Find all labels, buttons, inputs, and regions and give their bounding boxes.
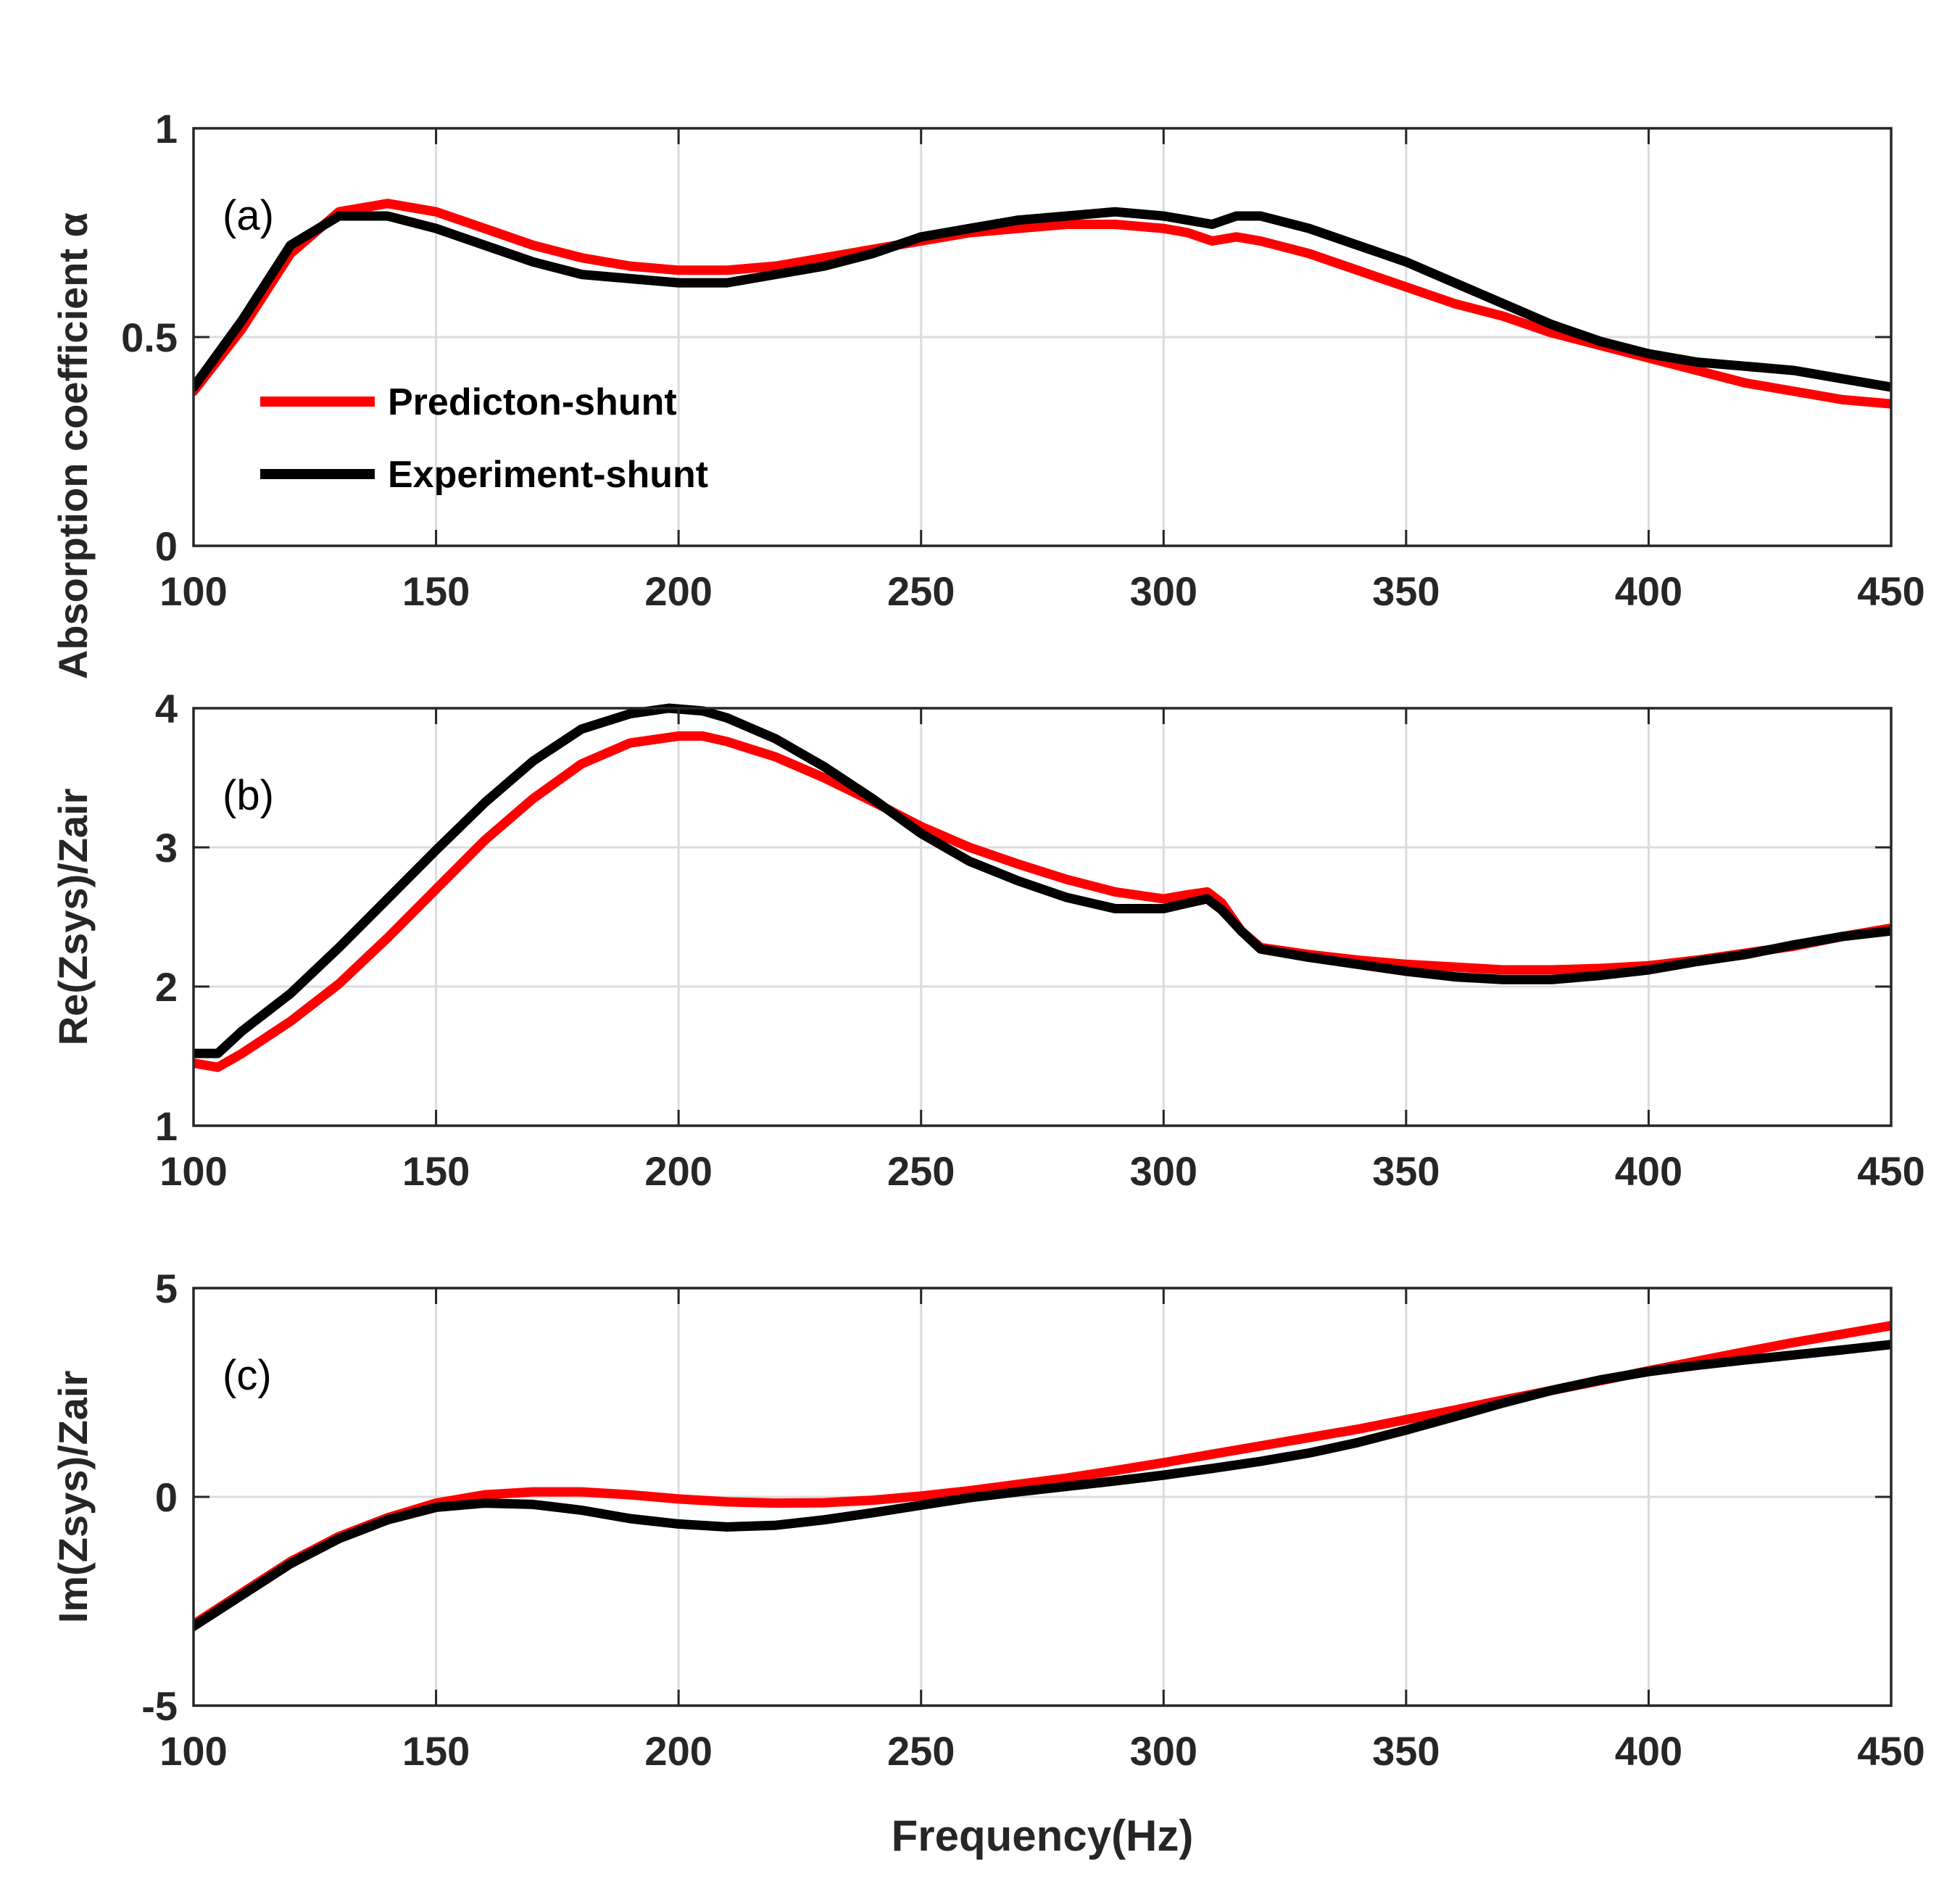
y-tick-label: 2 [155,964,178,1010]
axes-frame [192,707,1893,1127]
legend: Predicton-shunt Experiment-shunt [260,381,708,496]
x-tick-label: 250 [887,568,955,614]
x-tick-label: 100 [159,568,227,614]
panel-b: 100 150 200 250 300 350 400 450 1 2 3 4 Re(Zsys)/Zai… [50,686,1925,1194]
y-tick-label: -5 [141,1683,178,1729]
x-tick-label: 250 [887,1728,955,1774]
y-axis-label: Absorption coefficient α [50,212,96,679]
y-tick-label: 5 [155,1266,178,1311]
y-tick-label: 1 [155,1103,178,1149]
x-tick-label: 300 [1130,568,1197,614]
y-tick-label: 0.5 [121,315,178,360]
y-tick-label: 0 [155,1474,178,1520]
series-line-experiment-shunt [194,207,1891,392]
x-tick-label: 100 [159,1148,227,1194]
x-tick-label: 300 [1130,1728,1197,1774]
x-tick-label: 450 [1857,1728,1924,1774]
x-tick-label: 400 [1615,1148,1682,1194]
y-tick-label: 0 [155,523,178,569]
y-axis-label: Re(Zsys)/Zair [50,789,96,1046]
x-tick-label: 450 [1857,568,1924,614]
panel-label: (a) [223,192,274,239]
series-line-predicton-shunt [194,731,1891,1072]
legend-label: Experiment-shunt [388,454,708,496]
x-tick-label: 300 [1130,1148,1197,1194]
panel-label: (b) [223,772,274,819]
plot-area [194,708,1891,1126]
x-tick-label: 200 [644,568,712,614]
x-tick-label: 150 [402,1148,470,1194]
y-tick-label: 4 [155,686,178,731]
y-axis-label: Im(Zsys)/Zair [50,1371,96,1624]
y-tick-label: 1 [155,106,178,151]
legend-label: Predicton-shunt [388,381,677,423]
panel-label: (c) [223,1352,272,1399]
x-tick-label: 150 [402,1728,470,1774]
panel-a: 100 150 200 250 300 350 400 450 0 0.5 1 Absorption … [50,106,1925,679]
x-tick-label: 400 [1615,568,1682,614]
x-tick-label: 350 [1372,568,1440,614]
y-tick-label: 3 [155,825,178,871]
series-line-experiment-shunt [194,703,1891,1058]
series-line-experiment-shunt [194,1340,1891,1632]
x-tick-label: 100 [159,1728,227,1774]
x-tick-label: 350 [1372,1728,1440,1774]
x-tick-label: 150 [402,568,470,614]
x-axis-label: Frequency(Hz) [892,1811,1194,1860]
panel-c: 100 150 200 250 300 350 400 450 -5 0 5 Im(Zsys)/Zai… [50,1266,1925,1860]
x-tick-label: 250 [887,1148,955,1194]
x-tick-label: 200 [644,1148,712,1194]
x-tick-label: 400 [1615,1728,1682,1774]
x-tick-label: 200 [644,1728,712,1774]
x-tick-label: 350 [1372,1148,1440,1194]
x-tick-label: 450 [1857,1148,1924,1194]
